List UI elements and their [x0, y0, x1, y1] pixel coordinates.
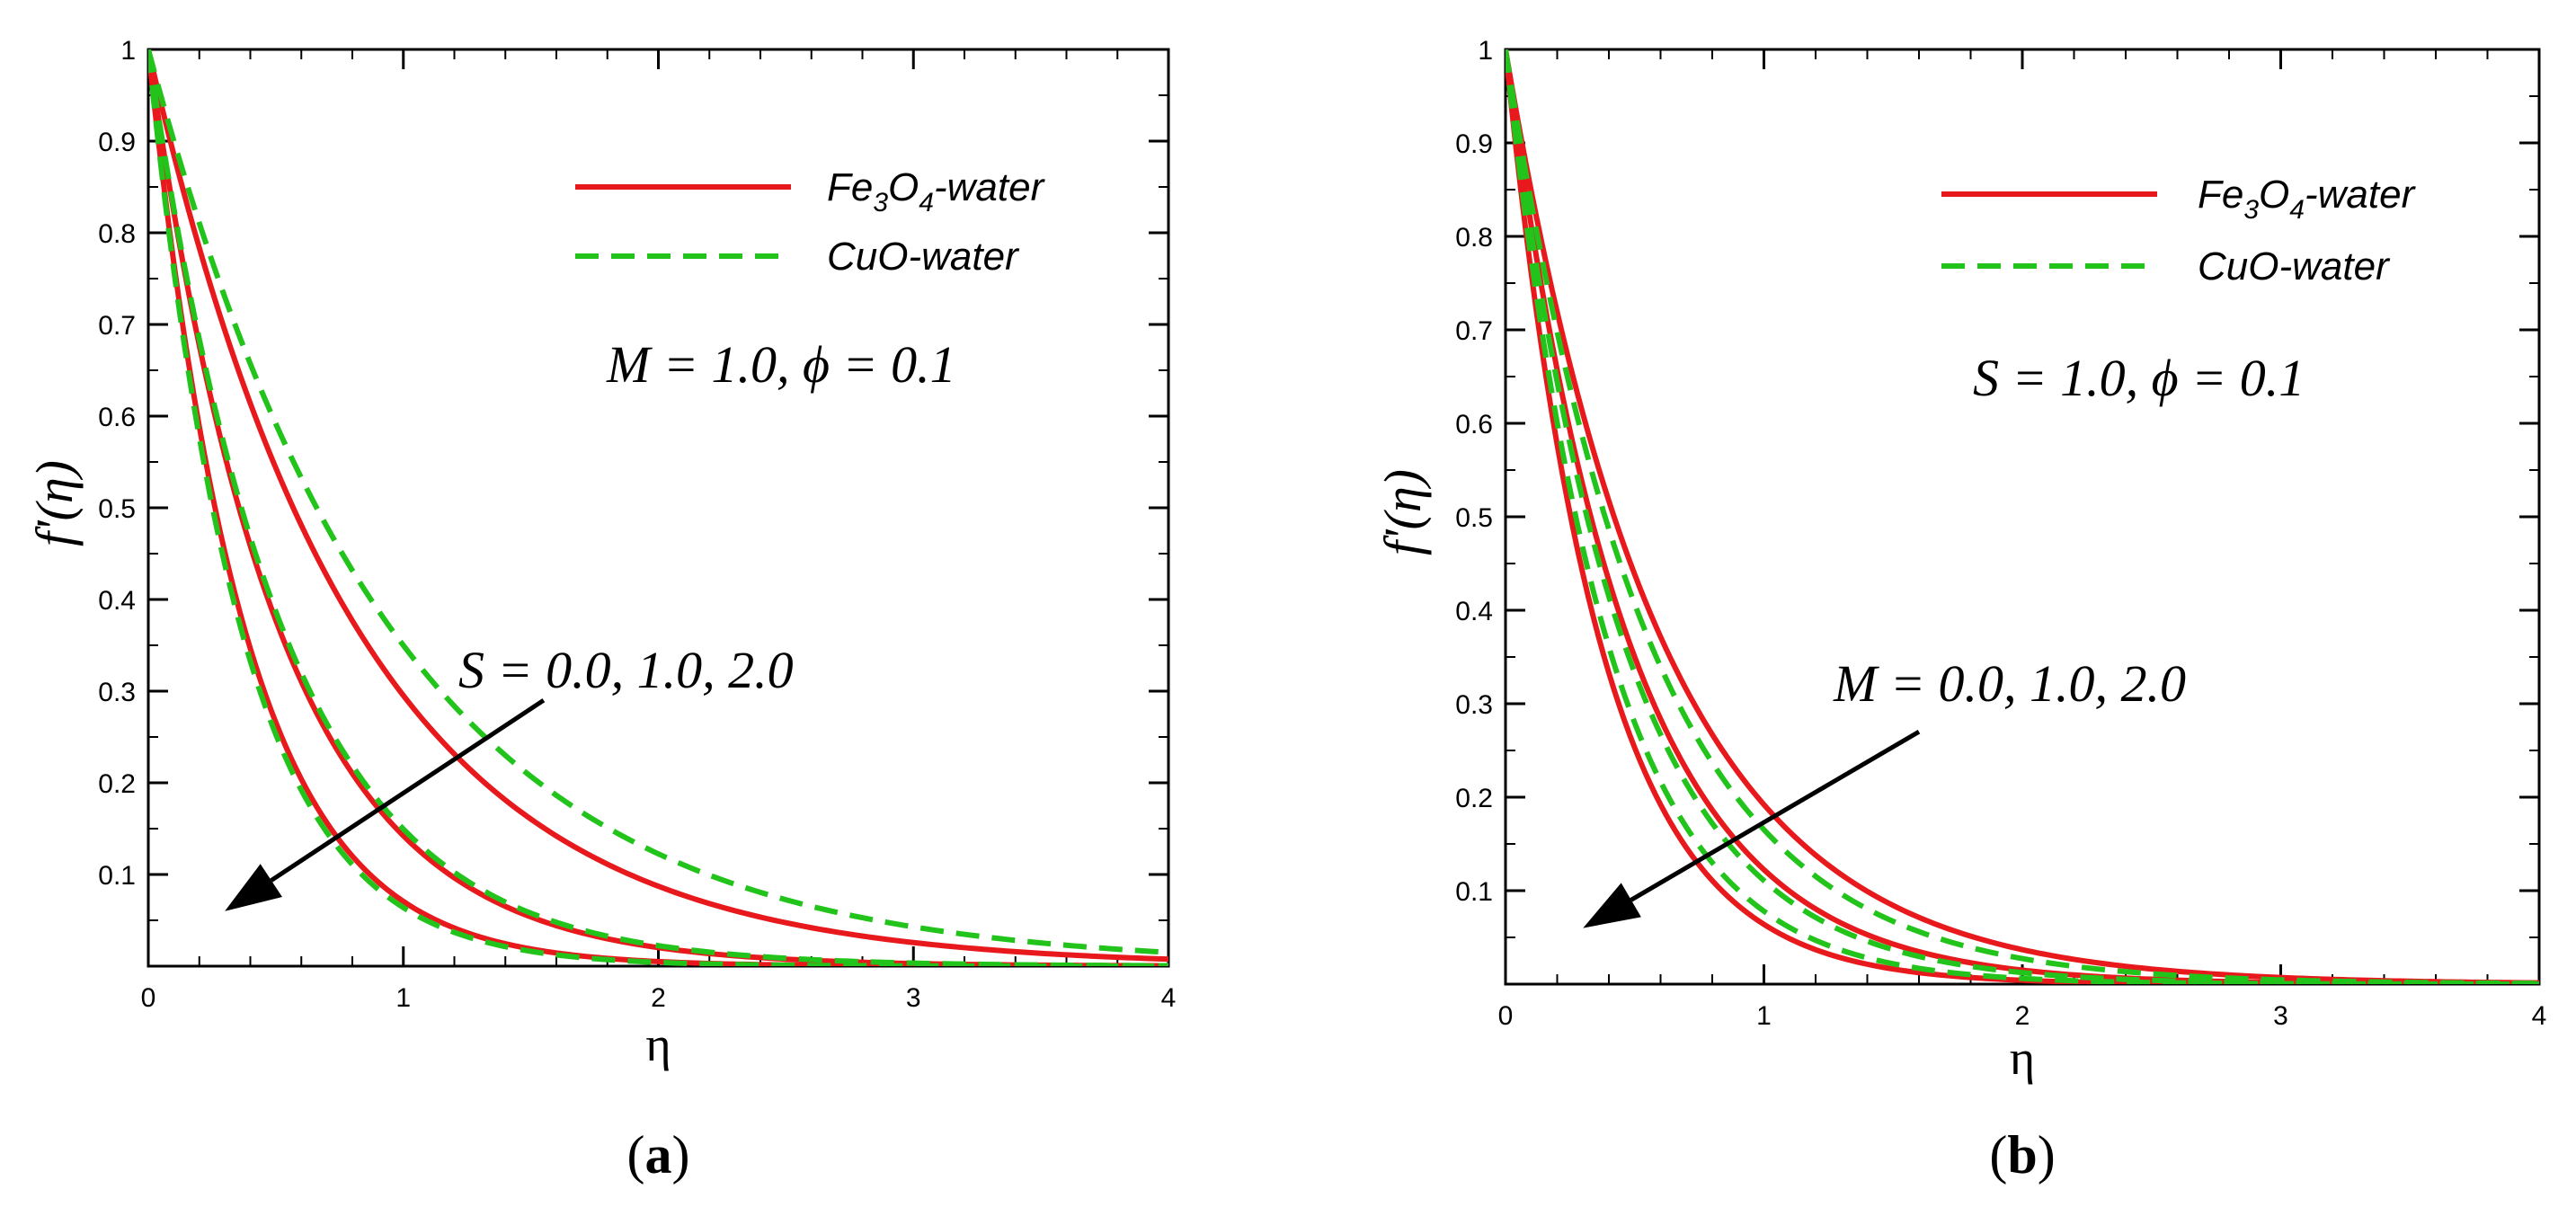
chart-panel-b: 0 1 2 3 410.90.80.70.60.50.40.30.20.1Fe3O4-w… — [1373, 36, 2546, 1185]
legend-suffix: -water — [2305, 173, 2417, 217]
legend-subscript: 4 — [2289, 195, 2305, 225]
legend-subscript: 3 — [873, 188, 888, 217]
legend-subscript: 3 — [2243, 195, 2259, 225]
series-line — [1506, 49, 2539, 984]
y-tick-label: 0.6 — [1455, 410, 1493, 439]
y-tick-label: 0.5 — [98, 494, 136, 524]
x-tick-label: 1 — [395, 983, 411, 1013]
params-annotation: S = 1.0, ϕ = 0.1 — [1973, 349, 2305, 407]
series-group — [1506, 49, 2539, 984]
legend-base: Fe — [2198, 173, 2243, 217]
series-group — [148, 49, 1168, 966]
y-tick-label: 0.8 — [1455, 223, 1493, 253]
x-tick-label: 4 — [1161, 983, 1177, 1013]
y-tick-label: 0.3 — [1455, 690, 1493, 720]
legend-label-cuo: CuO-water — [827, 235, 1020, 279]
x-tick-label: 3 — [2273, 1001, 2288, 1031]
y-tick-label: 0.1 — [98, 861, 136, 891]
panel-label-paren: ( — [627, 1125, 645, 1185]
annotation-arrow-head — [1583, 883, 1641, 928]
series-line — [1506, 49, 2539, 984]
annotation-arrow-shaft — [1630, 730, 1921, 902]
series-line — [148, 49, 1168, 963]
chart-panel-a: 0 1 2 3 410.90.80.70.60.50.40.30.20.1Fe3O4-w… — [25, 36, 1176, 1185]
legend-mid: O — [2259, 173, 2289, 217]
legend-suffix: -water — [934, 165, 1046, 209]
y-tick-label: 0.2 — [1455, 784, 1493, 813]
x-axis-title: η — [645, 1017, 671, 1071]
legend-label-fe3o4: Fe3O4-water — [2198, 173, 2417, 225]
y-tick-label: 0.8 — [98, 219, 136, 249]
y-tick-label: 0.3 — [98, 678, 136, 707]
y-tick-label: 0.7 — [98, 311, 136, 341]
y-tick-label: 0.4 — [1455, 597, 1493, 626]
y-tick-label: 0.5 — [1455, 503, 1493, 533]
series-line — [148, 49, 1168, 955]
x-tick-label: 2 — [651, 983, 666, 1013]
series-line — [1506, 49, 2539, 984]
annotation-arrow-head — [225, 864, 282, 911]
panel-label-paren: ) — [672, 1125, 690, 1185]
panel-label-paren: ( — [1989, 1125, 2007, 1185]
x-tick-label: 4 — [2532, 1001, 2547, 1031]
y-tick-label: 0.2 — [98, 769, 136, 799]
y-axis-title: f'(η) — [25, 460, 84, 546]
legend-label-fe3o4: Fe3O4-water — [827, 165, 1046, 217]
series-line — [1506, 49, 2539, 984]
panel-label: (b) — [1989, 1125, 2055, 1185]
panel-label-letter: a — [645, 1125, 672, 1185]
arrow-annotation-text: S = 0.0, 1.0, 2.0 — [458, 641, 794, 699]
legend-base: Fe — [827, 165, 873, 209]
y-tick-label: 0.6 — [98, 403, 136, 432]
legend-subscript: 4 — [919, 188, 934, 217]
series-line — [148, 49, 1168, 966]
x-tick-label: 2 — [2015, 1001, 2030, 1031]
y-tick-label: 1 — [120, 36, 136, 66]
legend-mid: O — [888, 165, 919, 209]
panel-label-paren: ) — [2038, 1125, 2056, 1185]
x-tick-label: 1 — [1756, 1001, 1772, 1031]
arrow-annotation-text: M = 0.0, 1.0, 2.0 — [1833, 654, 2186, 713]
panel-label: (a) — [627, 1125, 690, 1185]
legend-label-cuo: CuO-water — [2198, 244, 2391, 288]
params-annotation: M = 1.0, ϕ = 0.1 — [606, 335, 956, 394]
y-tick-label: 0.9 — [1455, 129, 1493, 159]
x-axis-title: η — [2010, 1031, 2035, 1085]
x-tick-label: 0 — [141, 983, 156, 1013]
y-tick-label: 0.1 — [1455, 877, 1493, 907]
y-tick-label: 0.4 — [98, 586, 136, 616]
y-axis-title: f'(η) — [1373, 469, 1432, 555]
y-tick-label: 0.9 — [98, 128, 136, 157]
y-tick-label: 1 — [1478, 36, 1493, 66]
x-tick-label: 3 — [906, 983, 921, 1013]
annotation-arrow-shaft — [270, 698, 546, 883]
panel-label-letter: b — [2007, 1125, 2037, 1185]
x-tick-label: 0 — [1498, 1001, 1514, 1031]
y-tick-label: 0.7 — [1455, 316, 1493, 346]
